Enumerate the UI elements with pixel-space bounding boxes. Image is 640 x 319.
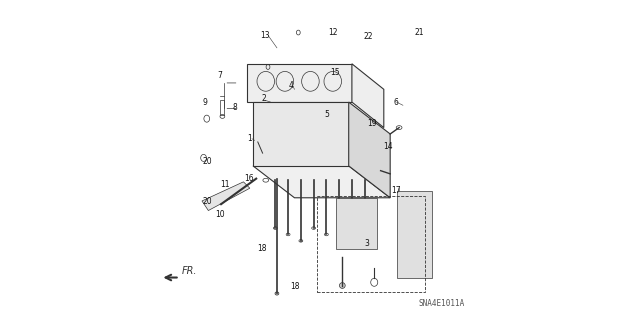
Text: 4: 4 [288,81,293,90]
Text: 19: 19 [367,119,376,128]
Text: 20: 20 [203,157,212,166]
Text: SNA4E1011A: SNA4E1011A [418,299,465,308]
Ellipse shape [275,292,279,295]
Polygon shape [202,182,250,211]
Text: FR.: FR. [181,266,196,276]
Text: 14: 14 [383,142,393,151]
Text: 22: 22 [364,32,373,41]
Text: 3: 3 [365,239,370,248]
Text: 5: 5 [324,110,329,119]
Polygon shape [336,198,378,249]
Polygon shape [397,191,431,278]
Text: 8: 8 [232,103,237,112]
Text: 13: 13 [260,31,270,40]
Bar [317,196,425,292]
Text: 10: 10 [216,210,225,219]
Text: 9: 9 [202,98,207,107]
Text: 20: 20 [203,197,212,206]
Text: 7: 7 [217,71,222,80]
Text: 18: 18 [257,244,267,253]
Polygon shape [246,64,352,102]
Ellipse shape [339,283,345,288]
Text: 17: 17 [391,186,401,195]
Text: 15: 15 [330,68,340,77]
Text: 11: 11 [220,180,230,189]
Text: 1: 1 [248,134,252,143]
Bar [220,100,224,115]
Polygon shape [349,102,390,198]
Text: 2: 2 [261,94,266,103]
Text: 18: 18 [291,282,300,291]
Text: 16: 16 [244,174,254,182]
Text: 12: 12 [328,28,337,37]
Polygon shape [253,166,390,198]
Text: 6: 6 [394,98,398,107]
Polygon shape [253,102,349,166]
Text: 21: 21 [415,28,424,37]
Polygon shape [352,64,384,128]
